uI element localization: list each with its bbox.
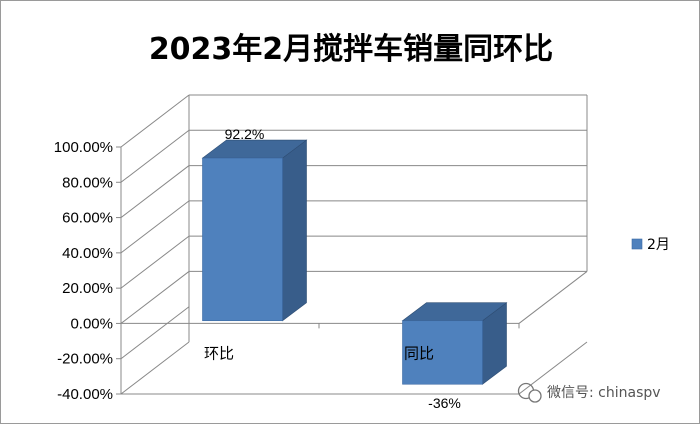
legend: 2月	[631, 237, 670, 253]
legend-label: 2月	[647, 237, 670, 253]
bar	[202, 157, 283, 322]
y-tick-label: 80.00%	[62, 174, 113, 191]
gridline-side	[120, 341, 190, 395]
gridline-side	[120, 200, 190, 254]
y-tick-label: 20.00%	[62, 280, 113, 297]
data-label: -36%	[428, 395, 461, 411]
gridlines	[120, 94, 588, 395]
bar	[402, 320, 483, 385]
x-category-label: 同比	[404, 344, 434, 362]
wechat-icon	[517, 382, 542, 403]
y-tick-label: 100.00%	[54, 139, 113, 156]
y-tick-label: 60.00%	[62, 210, 113, 227]
watermark: 微信号: chinaspv	[517, 382, 661, 403]
legend-swatch	[631, 238, 643, 250]
data-labels: 92.2% -36%	[225, 126, 461, 411]
zero-line-side	[518, 271, 588, 324]
gridline-side	[120, 306, 190, 360]
gridline-side	[120, 94, 190, 148]
y-tick-label: 40.00%	[62, 245, 113, 262]
y-axis: 100.00% 80.00% 60.00% 40.00% 20.00% 0.00% -20.…	[54, 139, 121, 403]
plot-walls	[120, 95, 588, 394]
watermark-text: 微信号: chinaspv	[547, 385, 661, 401]
chart-title: 2023年2月搅拌车销量同环比	[149, 32, 553, 67]
gridline-side	[120, 165, 190, 218]
bars	[201, 139, 508, 385]
x-category-label: 环比	[204, 344, 234, 362]
gridline-side	[120, 271, 190, 324]
y-tick-label: -20.00%	[57, 351, 113, 368]
x-axis: 环比 同比	[204, 344, 434, 362]
data-label: 92.2%	[225, 126, 265, 142]
gridline-side	[120, 129, 190, 183]
bar-side	[282, 139, 307, 322]
y-tick-label: 0.00%	[70, 315, 113, 332]
y-tick-label: -40.00%	[57, 386, 113, 403]
gridline-side	[120, 235, 190, 289]
